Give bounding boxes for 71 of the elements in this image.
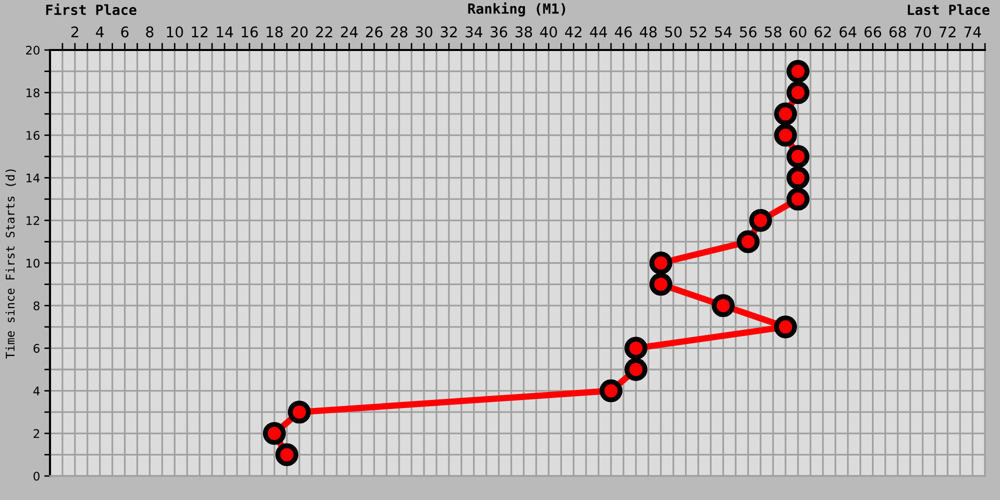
- text: First Place: [46, 4, 136, 16]
- x-tick-label: 60: [790, 26, 806, 38]
- x-tick-label: 30: [416, 26, 432, 38]
- text: Last Place: [908, 4, 990, 16]
- point: [786, 145, 810, 168]
- point: [774, 124, 797, 147]
- x-tick-label: 34: [466, 26, 482, 38]
- x-tick-label: 64: [840, 26, 856, 38]
- y-tick-label: 6: [34, 344, 40, 353]
- x-tick-label: 72: [940, 26, 956, 38]
- x-tick-label: 20: [291, 26, 308, 38]
- x-tick-label: 56: [740, 26, 756, 38]
- y-tick-label: 10: [26, 258, 40, 268]
- x-tick-label: 36: [490, 26, 508, 38]
- x-tick-label: 32: [440, 26, 457, 38]
- x-tick-label: 8: [146, 26, 154, 38]
- point: [649, 272, 672, 296]
- point: [288, 400, 311, 424]
- x-tick-label: 2: [71, 26, 78, 38]
- x-tick-label: 46: [614, 26, 632, 38]
- x-tick-label: 74: [964, 26, 981, 38]
- x-axis-title: Ranking (M1): [468, 2, 566, 17]
- x-tick-label: 50: [665, 26, 682, 38]
- x-tick-label: 10: [166, 26, 183, 38]
- x-tick-label: 26: [366, 26, 382, 38]
- y-tick-label: 20: [26, 46, 40, 55]
- x-tick-label: 48: [640, 26, 657, 38]
- x-tick-label: 54: [715, 26, 732, 38]
- x-tick-label: 12: [192, 26, 208, 38]
- x-tick-label: 40: [540, 26, 557, 38]
- x-tick-label: 66: [864, 26, 882, 38]
- point: [262, 422, 286, 445]
- y-tick-label: 2: [34, 429, 40, 438]
- point: [774, 315, 797, 338]
- point: [749, 208, 772, 232]
- y-tick-label: 0: [34, 472, 40, 481]
- y-tick-label: 8: [34, 301, 40, 310]
- x-tick-label: 38: [516, 26, 532, 38]
- point: [736, 230, 760, 254]
- y-axis-title: Time since First Starts (d): [5, 170, 16, 359]
- point: [774, 102, 797, 126]
- x-tick-label: 42: [565, 26, 582, 38]
- point: [786, 166, 810, 190]
- x-tick-label: 52: [690, 26, 706, 38]
- y-tick-label: 18: [26, 88, 40, 98]
- point: [624, 336, 648, 360]
- point: [786, 188, 810, 211]
- x-tick-label: 62: [814, 26, 831, 38]
- point: [786, 60, 810, 83]
- y-tick-label: 4: [33, 386, 40, 396]
- x-tick-label: 68: [889, 26, 906, 38]
- point: [649, 252, 672, 274]
- x-tick-label: 58: [764, 26, 782, 38]
- y-tick-label: 12: [26, 216, 40, 225]
- x-tick-label: 16: [242, 26, 258, 38]
- x-tick-label: 70: [914, 26, 931, 38]
- point: [712, 294, 735, 318]
- x-tick-label: 4: [96, 26, 104, 38]
- x-tick-label: 44: [590, 26, 607, 38]
- point: [600, 379, 622, 402]
- x-tick-label: 18: [266, 26, 283, 38]
- x-tick-label: 6: [121, 26, 129, 38]
- point: [275, 443, 298, 466]
- point: [624, 358, 648, 381]
- x-tick-label: 22: [316, 26, 332, 38]
- x-tick-label: 24: [340, 26, 358, 38]
- y-tick-label: 16: [26, 130, 40, 140]
- x-tick-label: 14: [216, 26, 233, 38]
- y-tick-label: 14: [26, 174, 40, 182]
- x-tick-label: 28: [390, 26, 408, 38]
- point: [786, 81, 810, 104]
